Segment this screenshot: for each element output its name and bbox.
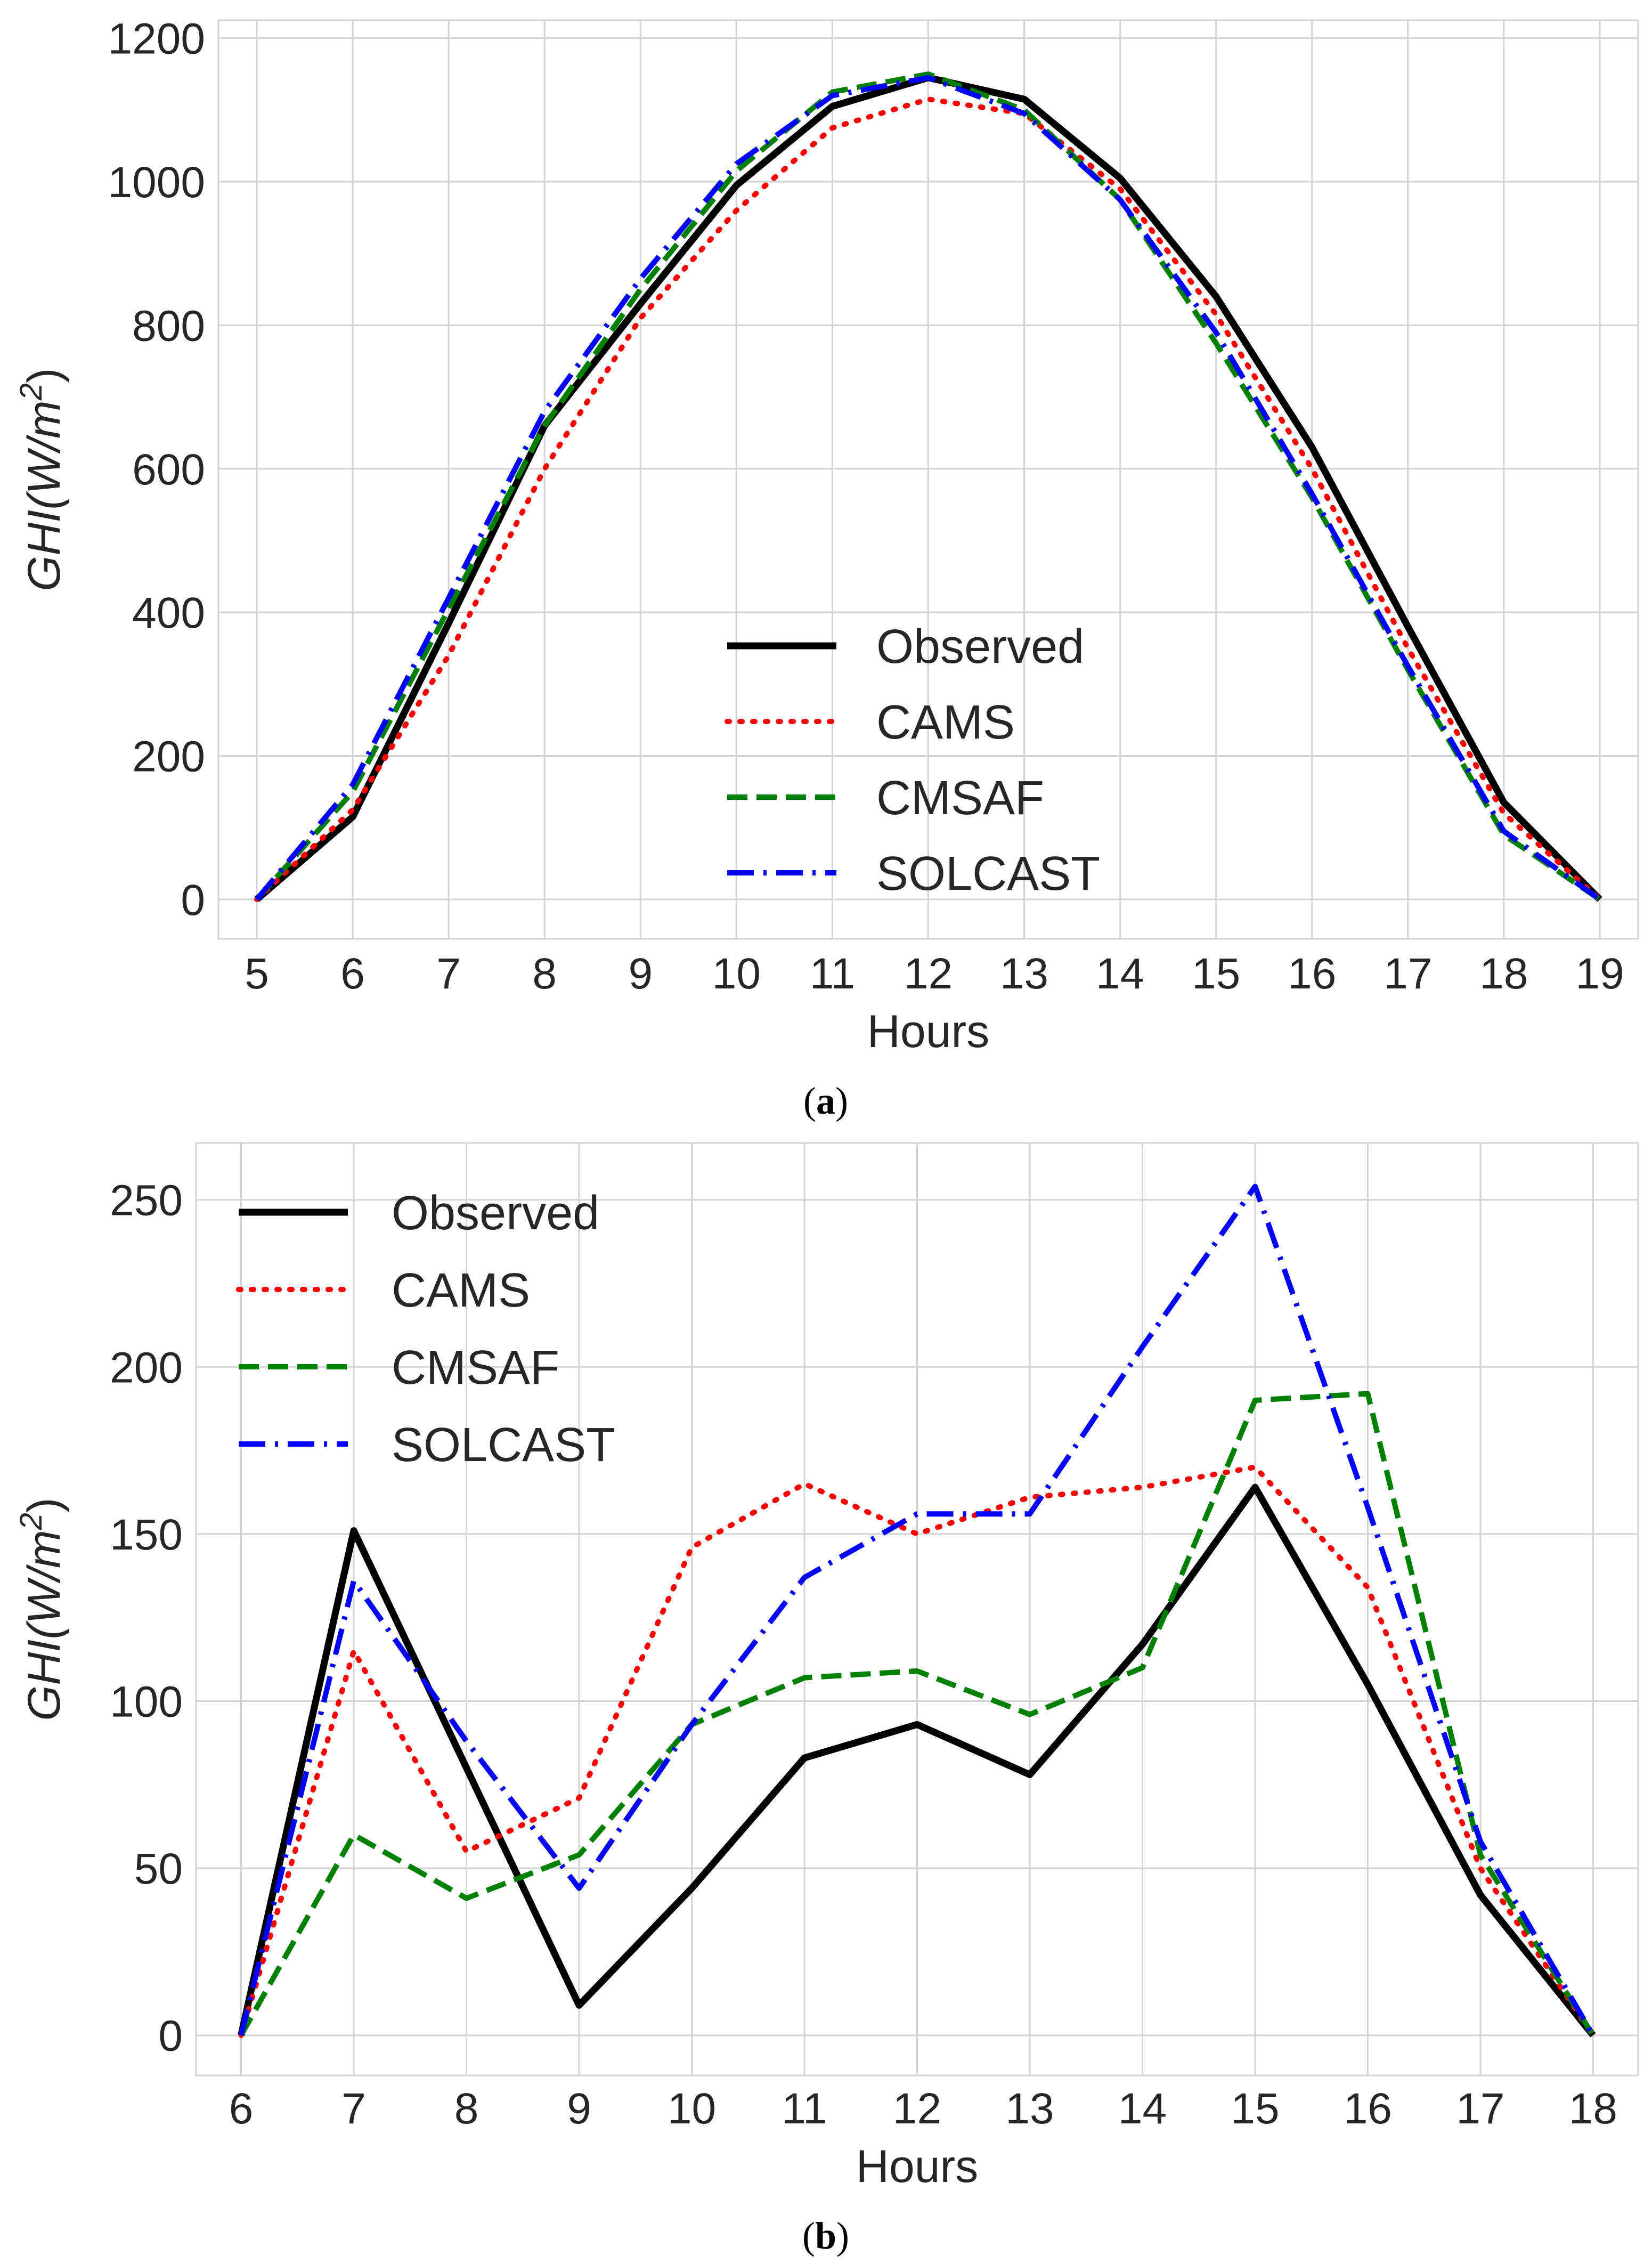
y-tick-label: 1000 [108, 158, 205, 207]
x-tick-label: 6 [340, 950, 365, 998]
x-tick-label: 10 [712, 950, 761, 998]
x-tick-label: 8 [454, 2084, 479, 2133]
y-axis-label: GHI(W/m2) [14, 368, 70, 591]
legend-label-cams: CAMS [392, 1264, 530, 1317]
x-tick-label: 7 [341, 2084, 366, 2133]
legend-label-solcast: SOLCAST [392, 1418, 615, 1472]
series-line-solcast [255, 75, 1601, 902]
y-tick-label: 50 [134, 1845, 183, 1893]
legend: Observed CAMS CMSAF SOLCAST [236, 1187, 615, 1472]
caption-open: ( [802, 2215, 815, 2257]
x-tick-label: 15 [1231, 2084, 1279, 2133]
x-tick-label: 12 [904, 950, 953, 998]
x-tick-label: 13 [1000, 950, 1048, 998]
y-tick-label: 1200 [108, 15, 205, 63]
x-tick-labels: 5 6 7 8 9 10 11 12 13 14 15 16 17 18 19 [245, 950, 1624, 998]
series-points-solcast [257, 77, 1600, 899]
y-tick-label: 200 [110, 1343, 183, 1392]
caption-letter: b [815, 2215, 836, 2257]
x-axis-label: Hours [856, 2141, 978, 2192]
series-line-cams [254, 96, 1602, 902]
panel-b: 6 7 8 9 10 11 12 13 14 15 16 17 18 0 50 100 150 200 250 Hou… [14, 1142, 1639, 2257]
y-axis-label-superscript: 2 [14, 383, 48, 401]
y-axis-label-close: ) [19, 1497, 70, 1513]
caption-close: ) [835, 1080, 848, 1122]
x-tick-label: 5 [245, 950, 269, 998]
x-tick-label: 18 [1479, 950, 1528, 998]
panel-caption: (b) [802, 2215, 849, 2257]
y-tick-label: 0 [181, 876, 205, 924]
x-tick-label: 17 [1384, 950, 1432, 998]
gridlines [218, 20, 1638, 939]
y-tick-label: 400 [132, 589, 205, 637]
x-tick-label: 15 [1192, 950, 1240, 998]
legend: Observed CAMS CMSAF SOLCAST [725, 620, 1100, 901]
y-tick-label: 100 [110, 1677, 183, 1726]
y-tick-label: 800 [132, 302, 205, 350]
x-tick-label: 16 [1288, 950, 1336, 998]
y-tick-labels: 0 200 400 600 800 1000 1200 [108, 15, 205, 924]
plot-frame [195, 1142, 1639, 2077]
legend-label-solcast: SOLCAST [876, 847, 1100, 901]
caption-close: ) [836, 2215, 849, 2257]
x-tick-labels: 6 7 8 9 10 11 12 13 14 15 16 17 18 [229, 2084, 1617, 2133]
x-tick-label: 13 [1005, 2084, 1054, 2133]
series-line-solcast [238, 1183, 1596, 2037]
x-axis-label: Hours [867, 1006, 989, 1057]
caption-open: ( [803, 1080, 816, 1122]
plot-frame [217, 19, 1639, 940]
x-tick-label: 14 [1118, 2084, 1167, 2133]
y-tick-label: 200 [132, 733, 205, 781]
series-line-cams [238, 1464, 1596, 2038]
y-tick-labels: 0 50 100 150 200 250 [110, 1177, 183, 2061]
legend-label-observed: Observed [392, 1187, 599, 1240]
legend-label-cams: CAMS [876, 696, 1015, 749]
y-axis-label: GHI(W/m2) [14, 1497, 70, 1721]
x-tick-label: 11 [810, 950, 855, 998]
series-points-solcast [241, 1186, 1593, 2035]
y-tick-label: 250 [110, 1177, 183, 1225]
panel-caption: (a) [803, 1080, 848, 1122]
x-tick-label: 9 [567, 2084, 591, 2133]
x-tick-label: 9 [628, 950, 653, 998]
x-tick-label: 14 [1096, 950, 1144, 998]
x-tick-label: 8 [532, 950, 557, 998]
x-tick-label: 12 [893, 2084, 941, 2133]
y-axis-label-base: GHI(W/m [19, 400, 70, 591]
gridlines [196, 1143, 1638, 2075]
y-axis-label-base: GHI(W/m [19, 1530, 70, 1721]
x-tick-label: 18 [1569, 2084, 1617, 2133]
y-tick-label: 0 [158, 2012, 183, 2061]
x-tick-label: 16 [1344, 2084, 1392, 2133]
legend-label-observed: Observed [876, 620, 1084, 674]
x-tick-label: 7 [436, 950, 461, 998]
y-axis-label-close: ) [19, 368, 70, 383]
series-line-cmsaf [239, 1391, 1596, 2037]
x-tick-label: 11 [782, 2084, 827, 2133]
y-axis-label-superscript: 2 [14, 1513, 48, 1530]
series-lines [254, 71, 1602, 902]
x-tick-label: 6 [229, 2084, 254, 2133]
x-tick-label: 10 [668, 2084, 716, 2133]
series-lines [238, 1183, 1596, 2038]
x-tick-label: 17 [1456, 2084, 1504, 2133]
legend-label-cmsaf: CMSAF [876, 772, 1044, 825]
panel-a: 5 6 7 8 9 10 11 12 13 14 15 16 17 18 19 0 200 400 600 800 10… [14, 15, 1639, 1122]
x-tick-label: 19 [1575, 950, 1624, 998]
y-tick-label: 600 [132, 445, 205, 494]
legend-label-cmsaf: CMSAF [392, 1341, 559, 1394]
caption-letter: a [816, 1080, 835, 1122]
y-tick-label: 150 [110, 1511, 183, 1559]
